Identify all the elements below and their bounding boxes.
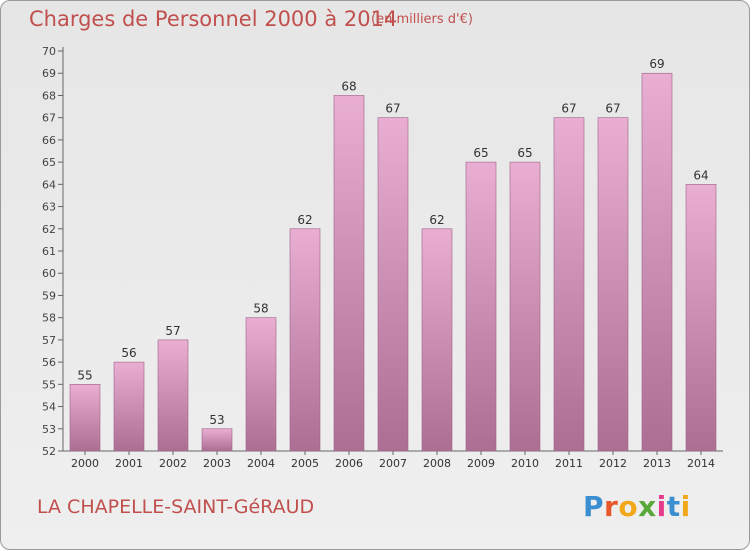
chart-subtitle: (en milliers d'€) xyxy=(371,12,473,27)
bar-2010 xyxy=(509,161,541,452)
x-tick-label-2005: 2005 xyxy=(291,457,319,470)
x-tick-label-2011: 2011 xyxy=(555,457,583,470)
x-tick-label-2003: 2003 xyxy=(203,457,231,470)
x-tick-label-2004: 2004 xyxy=(247,457,275,470)
y-axis: 52 53 54 55 56 57 58 59 60 61 62 63 64 65 66 67 68 69 70 xyxy=(42,45,64,458)
data-label-2001: 56 xyxy=(121,346,136,360)
x-tick-label-2012: 2012 xyxy=(599,457,627,470)
bars-group xyxy=(69,72,717,452)
commune-name: LA CHAPELLE-SAINT-GéRAUD xyxy=(37,496,315,518)
chart-title: Charges de Personnel 2000 à 2014 xyxy=(29,7,398,31)
y-tick-label: 60 xyxy=(42,267,56,280)
data-label-2002: 57 xyxy=(165,324,180,338)
y-tick-label: 61 xyxy=(42,245,56,258)
proxiti-logo: Proxiti xyxy=(583,490,691,523)
data-label-2014: 64 xyxy=(693,168,708,182)
y-tick-label: 65 xyxy=(42,156,56,169)
y-tick-label: 58 xyxy=(42,312,56,325)
data-label-2012: 67 xyxy=(605,102,620,116)
x-tick-label-2008: 2008 xyxy=(423,457,451,470)
data-label-2006: 68 xyxy=(341,79,356,93)
x-tick-label-2006: 2006 xyxy=(335,457,363,470)
y-tick-label: 68 xyxy=(42,89,56,102)
bar-2006 xyxy=(333,95,365,452)
y-tick-label: 70 xyxy=(42,45,56,58)
x-tick-label-2000: 2000 xyxy=(71,457,99,470)
y-tick-label: 53 xyxy=(42,423,56,436)
bar-2005 xyxy=(289,228,321,452)
bar-2004 xyxy=(245,317,277,452)
data-label-2009: 65 xyxy=(473,146,488,160)
y-tick-label: 56 xyxy=(42,356,56,369)
y-tick-label: 62 xyxy=(42,223,56,236)
x-axis: 2000 2001 2002 2003 2004 2005 2006 2007 2008 2009… xyxy=(63,450,723,470)
x-tick-label-2010: 2010 xyxy=(511,457,539,470)
y-tick-label: 67 xyxy=(42,112,56,125)
y-tick-label: 66 xyxy=(42,134,56,147)
y-tick-label: 63 xyxy=(42,201,56,214)
data-label-2005: 62 xyxy=(297,213,312,227)
bar-2012 xyxy=(597,117,629,452)
bar-2008 xyxy=(421,228,453,452)
bar-2014 xyxy=(685,184,717,452)
y-tick-label: 69 xyxy=(42,67,56,80)
y-tick-label: 57 xyxy=(42,334,56,347)
data-label-2011: 67 xyxy=(561,102,576,116)
bar-2002 xyxy=(157,339,189,452)
x-tick-label-2007: 2007 xyxy=(379,457,407,470)
bar-2000 xyxy=(69,384,101,452)
x-tick-label-2009: 2009 xyxy=(467,457,495,470)
x-tick-label-2013: 2013 xyxy=(643,457,671,470)
bar-2013 xyxy=(641,72,673,452)
data-label-2003: 53 xyxy=(209,413,224,427)
x-tick-label-2002: 2002 xyxy=(159,457,187,470)
bar-2001 xyxy=(113,361,145,452)
data-label-2004: 58 xyxy=(253,302,268,316)
data-label-2008: 62 xyxy=(429,213,444,227)
data-label-2010: 65 xyxy=(517,146,532,160)
y-tick-label: 64 xyxy=(42,178,56,191)
y-tick-label: 52 xyxy=(42,445,56,458)
y-tick-label: 55 xyxy=(42,378,56,391)
bar-2011 xyxy=(553,117,585,452)
x-tick-label-2014: 2014 xyxy=(687,457,715,470)
y-tick-label: 54 xyxy=(42,401,56,414)
x-tick-label-2001: 2001 xyxy=(115,457,143,470)
data-label-2007: 67 xyxy=(385,102,400,116)
data-label-2000: 55 xyxy=(77,368,92,382)
bar-2003 xyxy=(201,428,233,452)
data-labels-group: 55 56 57 53 58 62 68 67 62 65 65 67 67 69 64 xyxy=(77,57,708,427)
bar-2007 xyxy=(377,117,409,452)
bar-2009 xyxy=(465,161,497,452)
y-tick-label: 59 xyxy=(42,289,56,302)
data-label-2013: 69 xyxy=(649,57,664,71)
